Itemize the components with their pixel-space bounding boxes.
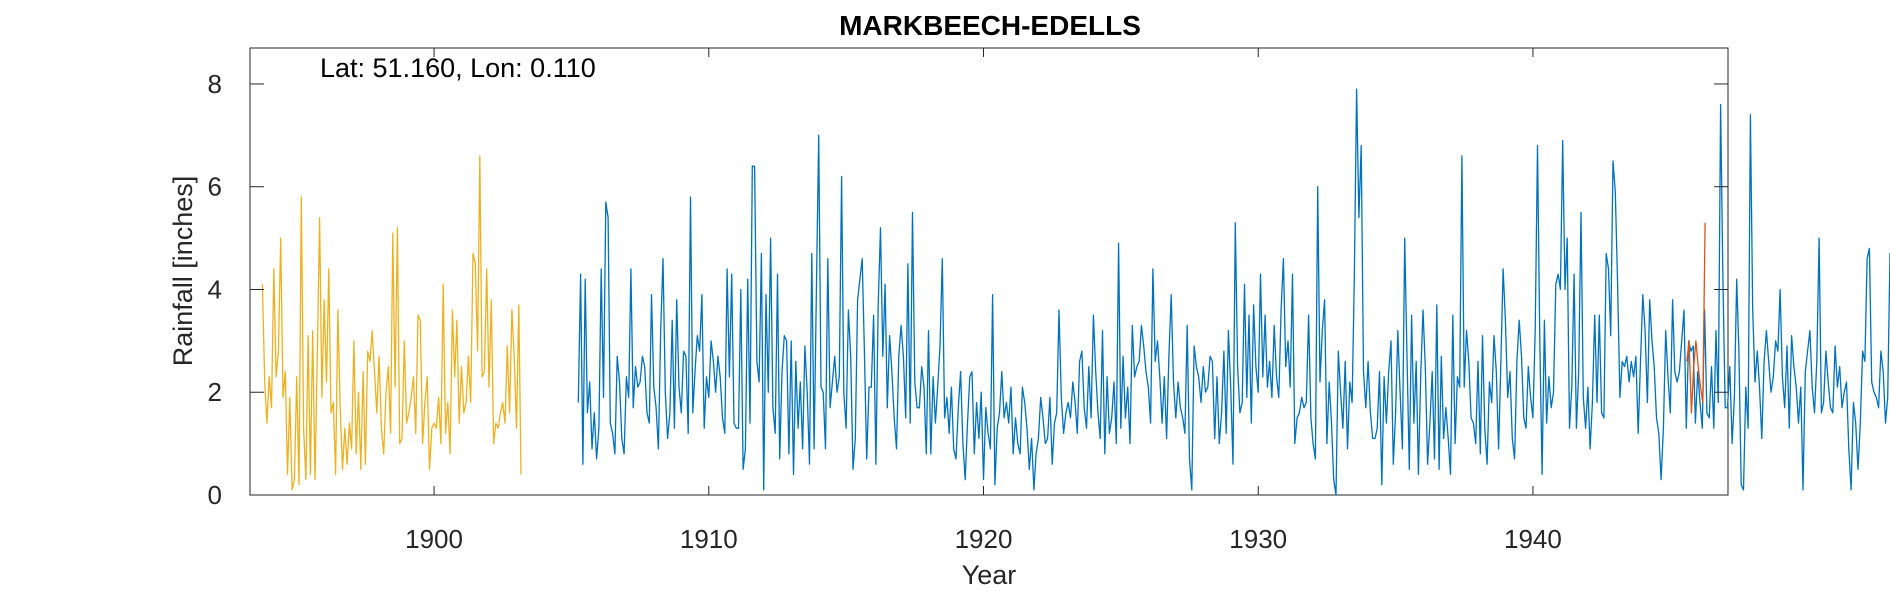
y-tick-label: 4 (208, 274, 222, 304)
y-tick-label: 6 (208, 172, 222, 202)
series-3-line (1686, 222, 1706, 414)
series-layer (261, 88, 1890, 496)
plot-box (249, 47, 1729, 496)
plot-area: 1900 1910 1920 1930 1940 0 2 4 6 8 (208, 47, 1890, 554)
x-tick-label: 1920 (955, 524, 1013, 554)
y-tick-label: 2 (208, 377, 222, 407)
x-tick-label: 1910 (680, 524, 738, 554)
y-tick-label: 0 (208, 480, 222, 510)
chart-title: MARKBEECH-EDELLS (839, 10, 1141, 41)
x-axis-ticks: 1900 1910 1920 1930 1940 (405, 48, 1562, 554)
location-annotation: Lat: 51.160, Lon: 0.110 (320, 53, 596, 83)
y-tick-label: 8 (208, 69, 222, 99)
y-axis-ticks: 0 2 4 6 8 (208, 69, 1728, 510)
x-tick-label: 1900 (405, 524, 463, 554)
x-axis-label: Year (962, 560, 1017, 590)
y-axis-label: Rainfall [inches] (168, 176, 198, 367)
series-1-line (261, 155, 522, 491)
x-tick-label: 1930 (1229, 524, 1287, 554)
series-2-line (577, 88, 1890, 496)
x-tick-label: 1940 (1504, 524, 1562, 554)
